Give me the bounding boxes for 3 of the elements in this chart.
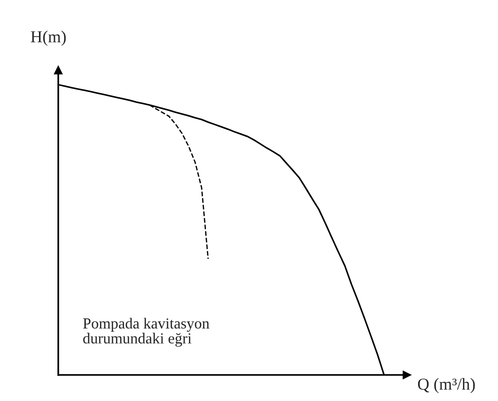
y-axis-title: H(m) [30,30,66,46]
annotation: Pompada kavitasyon durumundaki eğri [83,318,210,347]
x-axis-title: Q (m³/h) [418,378,475,394]
